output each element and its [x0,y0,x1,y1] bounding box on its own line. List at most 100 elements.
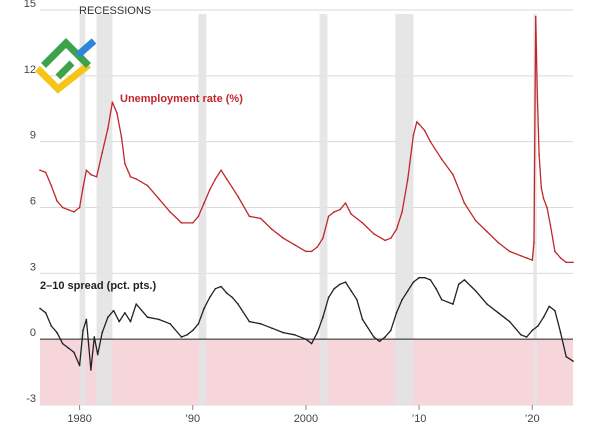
unemployment-point [534,15,537,18]
spread-point [259,323,262,325]
unemployment-point [39,169,41,171]
spread-point [44,312,47,314]
spread-point [542,316,545,319]
spread-point [93,336,96,338]
unemployment-point [169,211,171,213]
unemployment-point [497,241,500,244]
spread-point [293,333,296,336]
unemployment-point [520,254,522,257]
unemployment-point [85,169,88,171]
spread-point [90,369,92,371]
unemployment-point [73,211,75,213]
unemployment-point [180,222,183,224]
spread-point [463,279,466,281]
x-axis: 1980 ’90 2000 ’10 ’20 [67,405,540,425]
spread-point [537,325,539,327]
unemployment-point [61,206,64,209]
recession-band [395,14,414,405]
unemployment-point [214,178,217,180]
spread-point [452,303,454,305]
unemployment-point [538,154,540,156]
unemployment-point [78,206,81,209]
spread-point [78,364,81,367]
spread-point [316,331,319,334]
unemployment-point [316,246,319,248]
unemployment-point [293,244,296,246]
spread-point [378,340,381,343]
unemployment-point [129,175,132,178]
recession-band [533,14,537,405]
unemployment-label: Unemployment rate (%) [120,93,243,105]
unemployment-point [572,261,574,264]
x-tick-label: ’20 [525,413,540,425]
spread-point [423,276,426,279]
unemployment-point [203,202,205,204]
spread-point [310,342,313,345]
spread-point [186,333,188,336]
unemployment-point [395,228,398,231]
unemployment-point [120,136,123,139]
spread-point [85,318,88,321]
unemployment-point [333,211,336,213]
spread-point [373,336,375,338]
spread-point [418,276,420,279]
y-tick-label: 0 [30,327,36,339]
unemployment-point [361,222,364,224]
spread-point [497,312,500,314]
spread-point [231,296,234,299]
recessions-label: RECESSIONS [79,5,151,17]
spread-point [56,331,58,334]
unemployment-point [416,121,418,123]
spread-point [169,323,171,325]
unemployment-point [373,233,375,235]
recession-band [79,14,86,405]
spread-point [531,329,534,332]
unemployment-point [546,206,548,209]
spread-point [322,316,324,319]
spread-point [333,287,336,290]
spread-point [248,320,251,323]
spread-point [39,307,41,310]
spread-point [412,281,415,283]
logo-blue-mark [75,38,97,58]
spread-point [327,296,330,299]
spread-point [82,329,84,332]
recession-band [319,14,328,405]
recession-bands [79,14,537,405]
unemployment-point [486,230,488,233]
unemployment-point [248,215,251,218]
unemployment-point [135,178,137,180]
spread-point [395,312,398,314]
unemployment-point [208,189,211,191]
unemployment-point [463,202,466,204]
spread-point [237,303,239,305]
unemployment-point [533,241,535,244]
recession-band [96,14,113,405]
unemployment-point [531,259,534,261]
spread-point [271,327,273,329]
unemployment-point [82,186,84,189]
negative-zone [40,339,573,405]
spread-point [146,316,149,319]
spread-point [96,353,99,356]
unemployment-point [220,169,222,171]
spread-point [339,283,341,286]
spread-point [124,312,126,314]
spread-point [118,320,121,323]
unemployment-point [107,127,109,130]
logo-yellow-mark [35,62,91,94]
unemployment-point [282,237,285,240]
recession-band [198,14,207,405]
spread-point [101,331,104,334]
spread-point [344,281,347,283]
spread-point [67,347,70,349]
unemployment-point [237,195,239,198]
spread-point [554,309,556,312]
unemployment-point [559,257,562,259]
unemployment-point [525,257,528,259]
logo [35,38,97,94]
spread-point [565,355,568,358]
spread-point [225,292,228,294]
unemployment-point [423,129,426,132]
